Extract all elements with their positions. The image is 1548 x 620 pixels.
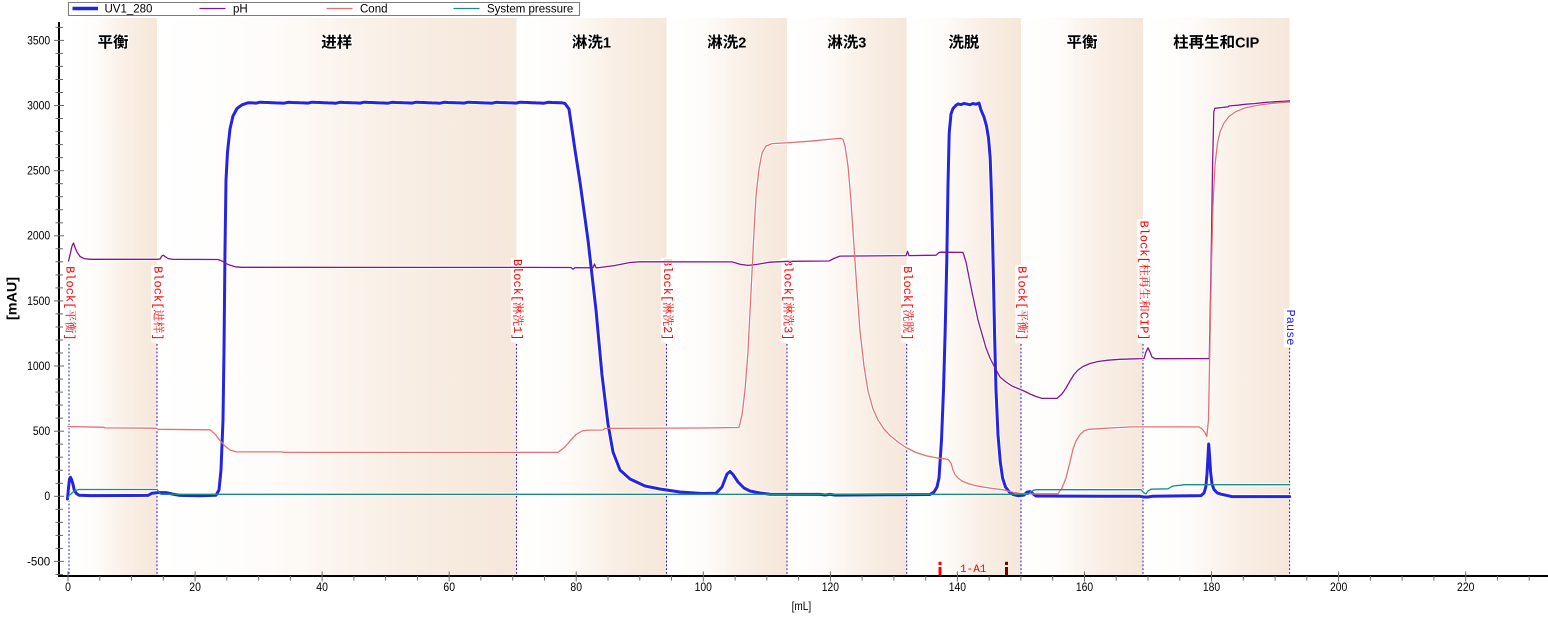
svg-text:1]: 1] xyxy=(510,326,524,340)
svg-text:1000: 1000 xyxy=(27,361,50,373)
svg-text:40: 40 xyxy=(316,582,328,594)
svg-text:3]: 3] xyxy=(780,326,794,340)
svg-text:80: 80 xyxy=(570,582,582,594)
svg-text:Pause: Pause xyxy=(1283,310,1297,346)
svg-text:0: 0 xyxy=(65,582,71,594)
svg-text:Block[: Block[ xyxy=(1014,266,1028,309)
svg-text:Block[: Block[ xyxy=(900,266,914,309)
svg-text:-500: -500 xyxy=(27,556,50,568)
svg-text:Block[: Block[ xyxy=(660,259,674,302)
svg-text:Block[: Block[ xyxy=(1136,221,1150,264)
svg-text:220: 220 xyxy=(1457,582,1474,594)
svg-text:]: ] xyxy=(1014,333,1028,340)
svg-text:CIP]: CIP] xyxy=(1136,312,1150,341)
svg-text:2]: 2] xyxy=(660,326,674,340)
svg-text:CIP: CIP xyxy=(1235,36,1260,52)
svg-text:]: ] xyxy=(900,333,914,340)
svg-text:20: 20 xyxy=(189,582,201,594)
svg-text:3500: 3500 xyxy=(27,35,50,47)
svg-text:UV1_280: UV1_280 xyxy=(105,4,153,16)
svg-text:60: 60 xyxy=(443,582,455,594)
svg-text:200: 200 xyxy=(1330,582,1347,594)
svg-text:Block[: Block[ xyxy=(62,266,76,309)
svg-text:140: 140 xyxy=(949,582,966,594)
svg-text:pH: pH xyxy=(233,4,248,16)
svg-text:[mAU]: [mAU] xyxy=(5,277,20,320)
svg-text:160: 160 xyxy=(1076,582,1093,594)
svg-text:]: ] xyxy=(62,333,76,340)
svg-text:1-A1: 1-A1 xyxy=(960,564,987,576)
svg-text:120: 120 xyxy=(822,582,839,594)
svg-text:Block[: Block[ xyxy=(780,259,794,302)
svg-text:[mL]: [mL] xyxy=(792,599,812,613)
svg-text:1: 1 xyxy=(603,36,611,52)
svg-text:2: 2 xyxy=(738,36,746,52)
svg-text:2000: 2000 xyxy=(27,231,50,243)
svg-text:System pressure: System pressure xyxy=(487,4,573,16)
svg-text:3000: 3000 xyxy=(27,100,50,112)
svg-text:Block[: Block[ xyxy=(150,266,164,309)
svg-text:100: 100 xyxy=(695,582,712,594)
svg-text:2500: 2500 xyxy=(27,166,50,178)
svg-text:500: 500 xyxy=(33,426,50,438)
svg-text:1500: 1500 xyxy=(27,296,50,308)
svg-text:3: 3 xyxy=(858,36,866,52)
svg-text:180: 180 xyxy=(1203,582,1220,594)
svg-text:Block[: Block[ xyxy=(510,259,524,302)
svg-text:Cond: Cond xyxy=(360,4,388,16)
svg-text:]: ] xyxy=(150,333,164,340)
svg-text:0: 0 xyxy=(44,491,50,503)
